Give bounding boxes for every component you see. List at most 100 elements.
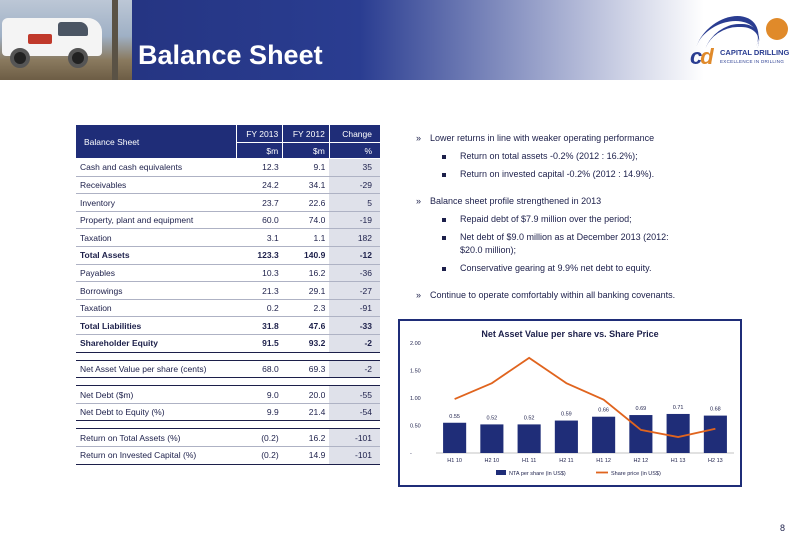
truck-window: [58, 22, 88, 36]
table-gap: [76, 420, 380, 430]
table-row: Payables 10.3 16.2 -36: [76, 264, 380, 283]
bullet-sub: Return on invested capital -0.2% (2012 :…: [412, 168, 792, 181]
table-title: Balance Sheet: [76, 125, 237, 160]
chart-svg: Net Asset Value per share vs. Share Pric…: [410, 329, 734, 477]
change-value: -54: [329, 403, 380, 422]
fy2013-value: 31.8: [236, 316, 283, 336]
bar-data-label: 0.69: [636, 406, 647, 412]
table-gap: [76, 352, 380, 361]
fy2012-value: 47.6: [282, 316, 330, 336]
change-value: -55: [329, 385, 380, 404]
bullet-main: Lower returns in line with weaker operat…: [412, 132, 792, 145]
page-number: 8: [780, 523, 786, 533]
fy2012-value: 21.4: [282, 403, 330, 422]
change-value: 5: [329, 193, 380, 212]
row-label: Net Debt ($m): [76, 385, 237, 404]
logo-name: CAPITAL DRILLING: [720, 48, 790, 57]
fy2012-value: 74.0: [282, 211, 330, 230]
row-label: Return on Invested Capital (%): [76, 446, 237, 465]
fy2012-value: 93.2: [282, 334, 330, 353]
row-label: Shareholder Equity: [76, 334, 237, 353]
bar-data-label: 0.52: [524, 415, 535, 421]
fy2013-value: 0.2: [236, 299, 283, 318]
change-value: -36: [329, 264, 380, 283]
fy2012-value: 2.3: [282, 299, 330, 318]
legend-label-nta: NTA per share (in US$): [509, 471, 566, 477]
row-label: Total Liabilities: [76, 316, 237, 336]
change-value: -12: [329, 246, 380, 265]
bar-data-label: 0.55: [449, 414, 460, 420]
row-label: Property, plant and equipment: [76, 211, 237, 230]
table-row: Cash and cash equivalents 12.3 9.1 35: [76, 158, 380, 177]
y-tick-label: 1.00: [410, 396, 421, 402]
table-row: Taxation 3.1 1.1 182: [76, 228, 380, 248]
change-value: -2: [329, 334, 380, 353]
col-header-fy2013: FY 2013: [235, 125, 283, 144]
table-row-total: Total Liabilities 31.8 47.6 -33: [76, 316, 380, 336]
logo-tagline: EXCELLENCE IN DRILLING: [720, 59, 785, 64]
change-value: -33: [329, 316, 380, 336]
fy2012-value: 22.6: [282, 193, 330, 212]
balance-sheet-table: Balance Sheet FY 2013 FY 2012 Change $m …: [76, 125, 380, 465]
bullet-sub: Net debt of $9.0 million as at December …: [412, 231, 792, 244]
fy2012-value: 9.1: [282, 158, 330, 177]
x-tick-label: H2 13: [708, 458, 723, 464]
fy2013-value: 123.3: [236, 246, 283, 265]
fy2013-value: (0.2): [236, 446, 283, 465]
y-tick-label: 2.00: [410, 341, 421, 347]
unit-fy2013: $m: [235, 142, 283, 160]
row-label: Taxation: [76, 228, 237, 248]
y-tick-label: -: [410, 451, 412, 457]
table-row-total: Total Assets 123.3 140.9 -12: [76, 246, 380, 265]
row-label: Taxation: [76, 299, 237, 318]
table-row: Return on Invested Capital (%) (0.2) 14.9-…: [76, 446, 380, 465]
fy2013-value: 68.0: [236, 360, 283, 379]
unit-fy2012: $m: [282, 142, 330, 160]
fy2012-value: 16.2: [282, 264, 330, 283]
table-gap: [76, 377, 380, 387]
fy2013-value: 12.3: [236, 158, 283, 177]
header-banner: Balance Sheet cd CAPITAL DRILLING EXCELL…: [0, 0, 800, 80]
bullet-sub: Return on total assets -0.2% (2012 : 16.…: [412, 150, 792, 163]
unit-change: %: [328, 142, 380, 160]
bullet-main: Balance sheet profile strengthened in 20…: [412, 195, 792, 208]
bar-data-label: 0.68: [710, 407, 721, 413]
x-tick-label: H2 12: [634, 458, 649, 464]
table-row: Property, plant and equipment 60.0 74.0 -19: [76, 211, 380, 230]
fy2013-value: 9.9: [236, 403, 283, 422]
nav-vs-share-price-chart: Net Asset Value per share vs. Share Pric…: [398, 319, 742, 487]
fy2012-value: 20.0: [282, 385, 330, 404]
fy2013-value: 21.3: [236, 281, 283, 300]
chart-title: Net Asset Value per share vs. Share Pric…: [481, 329, 658, 339]
x-tick-label: H1 13: [671, 458, 686, 464]
row-label: Cash and cash equivalents: [76, 158, 237, 177]
bar-data-label: 0.66: [598, 408, 609, 414]
fy2013-value: 24.2: [236, 176, 283, 195]
table-unit-row: $m $m %: [76, 142, 380, 160]
fy2012-value: 14.9: [282, 446, 330, 465]
y-tick-label: 1.50: [410, 369, 421, 375]
logo-mark: cd: [690, 44, 714, 69]
fy2012-value: 1.1: [282, 228, 330, 248]
legend-swatch-nta: [496, 470, 506, 475]
change-value: -101: [329, 428, 380, 447]
col-header-change: Change: [328, 125, 380, 144]
bar-data-label: 0.52: [487, 415, 498, 421]
bar: [629, 415, 653, 453]
table-row-nav: Net Asset Value per share (cents) 68.0 69.…: [76, 360, 380, 379]
truck-wheel: [68, 48, 88, 68]
x-tick-label: H2 11: [559, 458, 573, 464]
table-header-row: Balance Sheet FY 2013 FY 2012 Change: [76, 125, 380, 160]
bar: [554, 420, 578, 453]
row-label: Inventory: [76, 193, 237, 212]
row-label: Net Debt to Equity (%): [76, 403, 237, 422]
company-logo: cd CAPITAL DRILLING EXCELLENCE IN DRILLI…: [690, 14, 794, 70]
change-value: 35: [329, 158, 380, 177]
y-tick-label: 0.50: [410, 424, 421, 430]
fy2012-value: 34.1: [282, 176, 330, 195]
row-label: Total Assets: [76, 246, 237, 265]
bar: [592, 416, 616, 453]
bar: [517, 424, 541, 453]
bar: [443, 422, 467, 453]
row-label: Net Asset Value per share (cents): [76, 360, 237, 379]
